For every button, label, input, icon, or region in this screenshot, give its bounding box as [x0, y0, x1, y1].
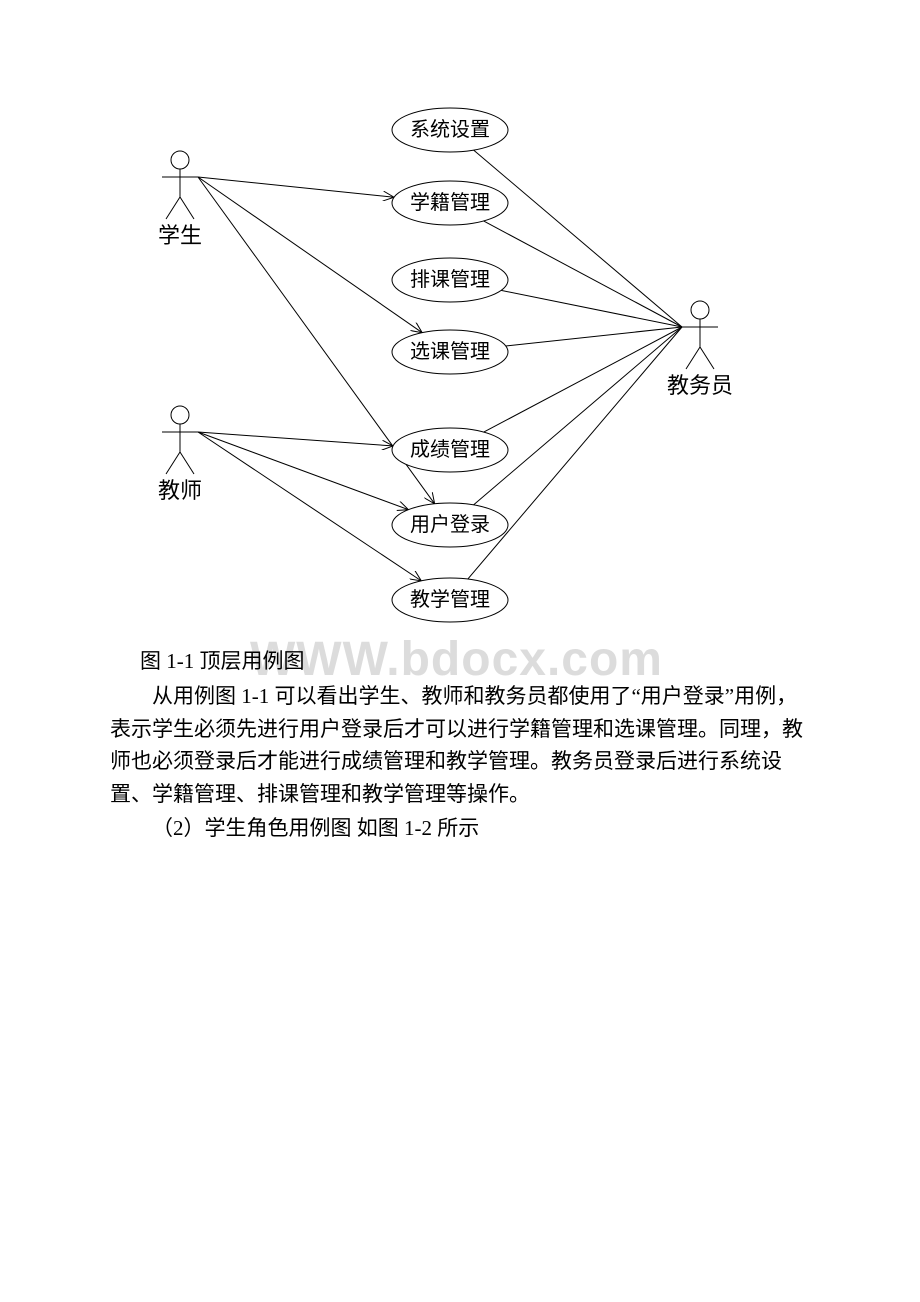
edge-student-uc4 — [198, 177, 422, 333]
use-case-diagram: 系统设置学籍管理排课管理选课管理成绩管理用户登录教学管理 学生教师 教务员 — [110, 100, 770, 640]
edge-admin-uc3 — [501, 290, 682, 327]
usecase-label: 教学管理 — [410, 588, 490, 611]
actor-student: 学生 — [158, 151, 202, 248]
paragraph-1-text: 从用例图 1-1 可以看出学生、教师和教务员都使用了“用户登录”用例，表示学生必… — [110, 680, 810, 810]
edge-admin-uc4 — [506, 327, 682, 346]
usecase-uc3: 排课管理 — [392, 258, 508, 302]
figure-caption: 图 1-1 顶层用例图 — [140, 645, 305, 675]
usecase-label: 选课管理 — [410, 340, 490, 363]
actor-teacher: 教师 — [158, 406, 202, 503]
edge-teacher-uc7 — [198, 432, 421, 581]
paragraph-2-text: （2）学生角色用例图 如图 1-2 所示 — [110, 812, 810, 845]
usecase-uc7: 教学管理 — [392, 578, 508, 622]
diagram-svg: 系统设置学籍管理排课管理选课管理成绩管理用户登录教学管理 学生教师 教务员 — [110, 100, 770, 660]
paragraph-2: （2）学生角色用例图 如图 1-2 所示 — [110, 812, 810, 845]
actor-label: 教务员 — [667, 373, 733, 398]
page: WWW.bdocx.com 系统设置学籍管理排课管理选课管理成绩管理用户登录教学… — [0, 0, 920, 1302]
usecase-uc6: 用户登录 — [392, 503, 508, 547]
edge-teacher-uc6 — [198, 432, 408, 510]
usecase-uc4: 选课管理 — [392, 330, 508, 374]
paragraph-1: 从用例图 1-1 可以看出学生、教师和教务员都使用了“用户登录”用例，表示学生必… — [110, 680, 810, 810]
usecase-uc2: 学籍管理 — [392, 181, 508, 225]
edge-admin-uc1 — [474, 150, 682, 327]
actor-admin: 教务员 — [667, 301, 733, 398]
edge-admin-uc2 — [484, 221, 682, 327]
edge-admin-uc5 — [484, 327, 682, 432]
actor-label: 教师 — [158, 478, 202, 503]
usecase-uc5: 成绩管理 — [392, 428, 508, 472]
usecase-label: 学籍管理 — [410, 191, 490, 214]
usecase-label: 系统设置 — [410, 118, 490, 141]
actor-label: 学生 — [158, 223, 202, 248]
usecase-label: 用户登录 — [410, 513, 490, 536]
usecase-label: 排课管理 — [410, 268, 490, 291]
edge-teacher-uc5 — [198, 432, 393, 446]
usecase-uc1: 系统设置 — [392, 108, 508, 152]
usecase-label: 成绩管理 — [410, 438, 490, 461]
edge-student-uc2 — [198, 177, 394, 197]
